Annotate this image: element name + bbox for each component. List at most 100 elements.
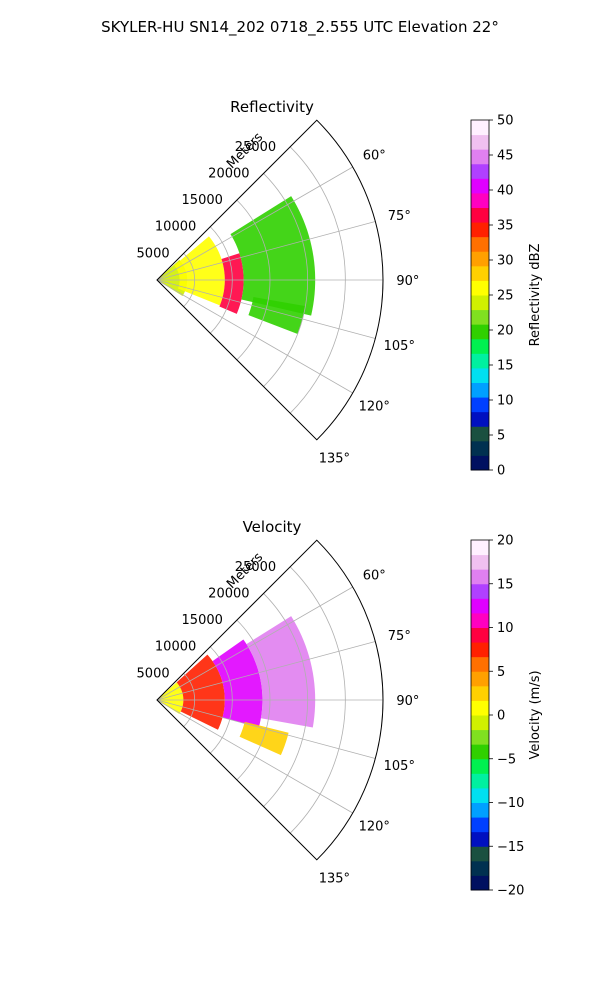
velocity-colorbar-segment [471, 642, 489, 658]
velocity-range-tick-label: 5000 [137, 666, 170, 681]
velocity-colorbar-segment [471, 787, 489, 803]
velocity-colorbar-tick-label: 0 [497, 709, 505, 724]
panel-reflectivity: Reflectivity500010000150002000025000Mete… [137, 98, 543, 479]
reflectivity-colorbar-segment [471, 455, 489, 471]
reflectivity-colorbar-segment [471, 382, 489, 398]
velocity-spoke [156, 699, 376, 759]
reflectivity-azimuth-tick-label: 105° [384, 339, 415, 354]
reflectivity-range-tick-label: 15000 [182, 193, 223, 208]
reflectivity-colorbar-tick-label: 40 [497, 184, 514, 199]
reflectivity-colorbar-tick-label: 50 [497, 114, 514, 129]
velocity-colorbar-segment [471, 656, 489, 672]
reflectivity-colorbar-segment [471, 280, 489, 296]
reflectivity-colorbar-segment [471, 207, 489, 223]
velocity-colorbar-segment [471, 540, 489, 556]
velocity-spoke [156, 699, 353, 814]
reflectivity-colorbar-segment [471, 426, 489, 442]
reflectivity-sector-frame [156, 119, 384, 441]
reflectivity-colorbar-segment [471, 324, 489, 340]
reflectivity-range-tick-label: 20000 [208, 166, 249, 181]
reflectivity-colorbar-segment [471, 397, 489, 413]
velocity-colorbar-segment [471, 671, 489, 687]
reflectivity-colorbar-segment [471, 134, 489, 150]
reflectivity-colorbar-segment [471, 149, 489, 165]
reflectivity-colorbar-tick-label: 20 [497, 324, 514, 339]
velocity-colorbar-segment [471, 744, 489, 760]
velocity-range-tick-label: 10000 [155, 640, 196, 655]
reflectivity-colorbar-segment [471, 440, 489, 456]
velocity-echo-tail [239, 721, 289, 756]
reflectivity-colorbar-segment [471, 120, 489, 136]
velocity-colorbar-segment [471, 875, 489, 891]
velocity-colorbar-segment [471, 715, 489, 731]
velocity-colorbar-segment [471, 860, 489, 876]
reflectivity-azimuth-tick-label: 90° [396, 274, 419, 289]
velocity-azimuth-tick-label: 120° [359, 819, 390, 834]
velocity-colorbar-segment [471, 758, 489, 774]
reflectivity-colorbar-segment [471, 192, 489, 208]
reflectivity-colorbar-segment [471, 222, 489, 238]
velocity-colorbar-segment [471, 802, 489, 818]
velocity-sector-frame [156, 539, 384, 861]
reflectivity-spoke [156, 279, 353, 394]
velocity-range-tick-label: 25000 [235, 560, 276, 575]
reflectivity-colorbar-segment [471, 353, 489, 369]
reflectivity-colorbar-segment [471, 367, 489, 383]
reflectivity-colorbar-tick-label: 30 [497, 254, 514, 269]
velocity-colorbar-segment [471, 729, 489, 745]
reflectivity-range-tick-label: 10000 [155, 220, 196, 235]
reflectivity-colorbar-segment [471, 251, 489, 267]
reflectivity-colorbar-segment [471, 163, 489, 179]
velocity-colorbar-tick-label: 5 [497, 665, 505, 680]
velocity-azimuth-tick-label: 75° [388, 629, 411, 644]
reflectivity-colorbar-tick-label: 15 [497, 359, 514, 374]
velocity-colorbar-label: Velocity (m/s) [528, 670, 543, 759]
reflectivity-colorbar-segment [471, 178, 489, 194]
velocity-colorbar-segment [471, 846, 489, 862]
velocity-colorbar-segment [471, 598, 489, 614]
figure-suptitle: SKYLER-HU SN14_202 0718_2.555 UTC Elevat… [101, 18, 499, 37]
reflectivity-title: Reflectivity [230, 98, 314, 116]
reflectivity-colorbar-tick-label: 0 [497, 464, 505, 479]
reflectivity-colorbar-segment [471, 309, 489, 325]
reflectivity-range-tick-label: 25000 [235, 140, 276, 155]
reflectivity-echo-outer-field [230, 196, 316, 316]
velocity-echo-mid-band [212, 639, 263, 728]
reflectivity-spoke [156, 279, 376, 339]
reflectivity-colorbar-segment [471, 236, 489, 252]
reflectivity-colorbar-label: Reflectivity dBZ [528, 244, 543, 347]
reflectivity-colorbar-tick-label: 25 [497, 289, 514, 304]
reflectivity-colorbar-tick-label: 35 [497, 219, 514, 234]
velocity-colorbar-segment [471, 817, 489, 833]
velocity-azimuth-tick-label: 60° [363, 569, 386, 584]
reflectivity-colorbar-segment [471, 295, 489, 311]
velocity-colorbar-tick-label: −10 [497, 796, 524, 811]
reflectivity-azimuth-tick-label: 60° [363, 149, 386, 164]
velocity-colorbar-tick-label: 10 [497, 621, 514, 636]
velocity-echo-near-range [157, 682, 184, 714]
velocity-range-tick-label: 20000 [208, 586, 249, 601]
velocity-colorbar-segment [471, 627, 489, 643]
velocity-azimuth-tick-label: 135° [319, 871, 350, 886]
reflectivity-azimuth-tick-label: 75° [388, 209, 411, 224]
reflectivity-colorbar-tick-label: 5 [497, 429, 505, 444]
reflectivity-range-tick-label: 5000 [137, 246, 170, 261]
velocity-colorbar-segment [471, 554, 489, 570]
velocity-colorbar-segment [471, 700, 489, 716]
reflectivity-colorbar-segment [471, 338, 489, 354]
velocity-colorbar-tick-label: 15 [497, 577, 514, 592]
velocity-range-tick-label: 15000 [182, 613, 223, 628]
reflectivity-spoke [156, 166, 353, 281]
velocity-azimuth-tick-label: 90° [396, 694, 419, 709]
velocity-colorbar-segment [471, 773, 489, 789]
velocity-title: Velocity [243, 518, 302, 536]
velocity-azimuth-tick-label: 105° [384, 759, 415, 774]
reflectivity-azimuth-tick-label: 135° [319, 451, 350, 466]
velocity-spoke [156, 586, 353, 701]
reflectivity-colorbar-segment [471, 265, 489, 281]
velocity-colorbar-segment [471, 831, 489, 847]
velocity-colorbar-segment [471, 612, 489, 628]
velocity-colorbar-segment [471, 685, 489, 701]
